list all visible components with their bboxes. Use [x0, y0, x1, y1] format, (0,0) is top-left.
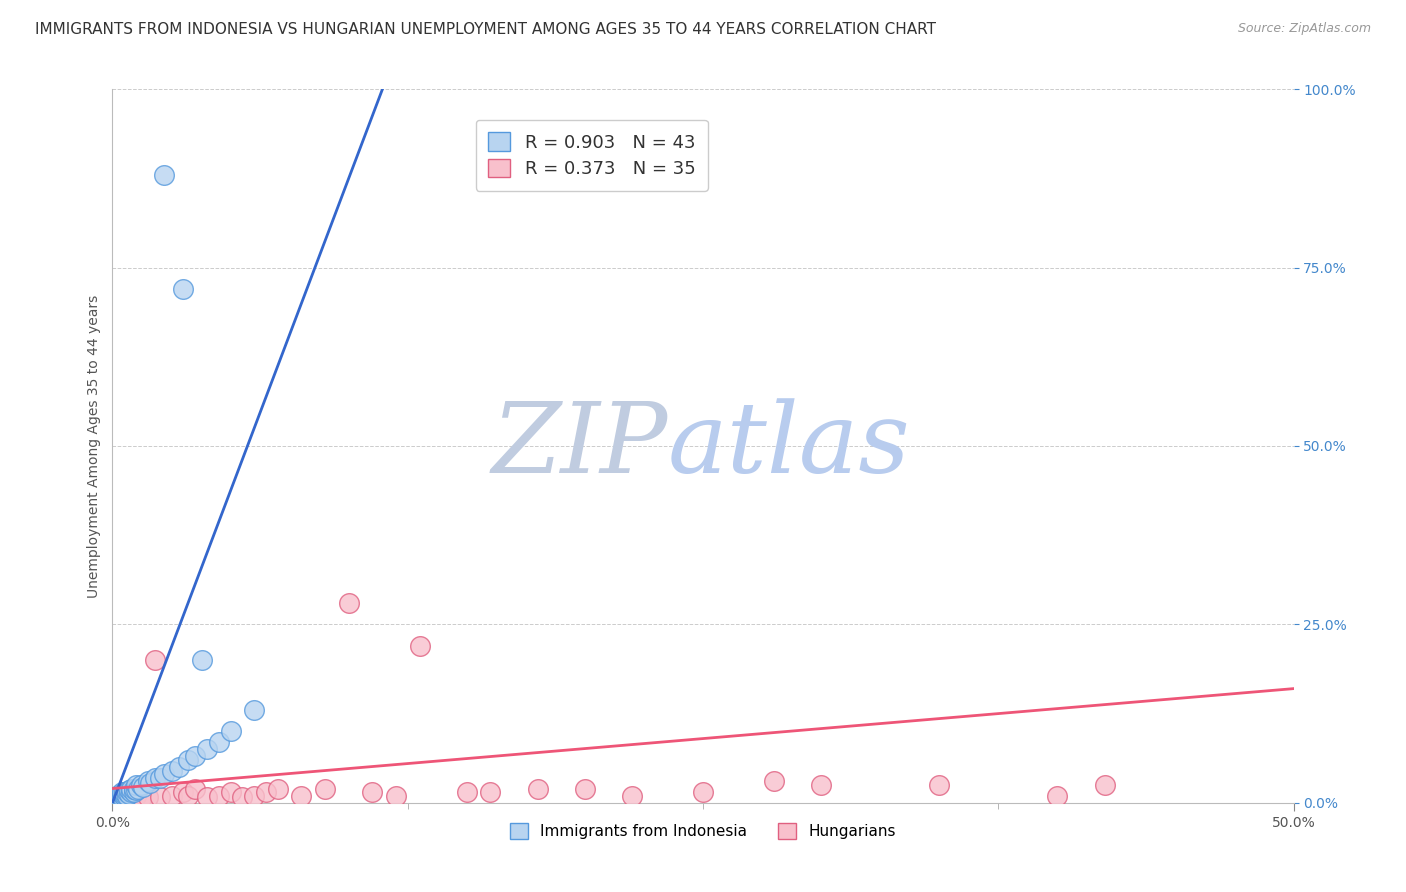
Point — [177, 789, 200, 803]
Point — [122, 785, 145, 799]
Point — [111, 787, 134, 801]
Point — [184, 749, 207, 764]
Point — [120, 781, 142, 796]
Point — [160, 789, 183, 803]
Point — [120, 785, 142, 799]
Point — [129, 792, 152, 806]
Point — [385, 789, 408, 803]
Point — [314, 781, 336, 796]
Point — [111, 790, 134, 805]
Point — [479, 785, 502, 799]
Point — [111, 785, 134, 799]
Point — [219, 724, 242, 739]
Point — [231, 790, 253, 805]
Point — [105, 789, 128, 803]
Point — [132, 780, 155, 794]
Point — [526, 781, 548, 796]
Point — [153, 767, 176, 781]
Point — [108, 789, 131, 803]
Point — [125, 789, 148, 803]
Point — [243, 703, 266, 717]
Point — [692, 785, 714, 799]
Point — [167, 760, 190, 774]
Point — [115, 785, 138, 799]
Point — [928, 778, 950, 792]
Point — [810, 778, 832, 792]
Point — [208, 735, 231, 749]
Point — [172, 282, 194, 296]
Text: atlas: atlas — [668, 399, 910, 493]
Point — [112, 789, 135, 803]
Legend: Immigrants from Indonesia, Hungarians: Immigrants from Indonesia, Hungarians — [503, 817, 903, 845]
Point — [139, 776, 162, 790]
Point — [120, 790, 142, 805]
Point — [112, 785, 135, 799]
Point — [208, 789, 231, 803]
Point — [762, 774, 785, 789]
Point — [127, 781, 149, 796]
Point — [122, 781, 145, 796]
Point — [1046, 789, 1069, 803]
Point — [172, 785, 194, 799]
Point — [1094, 778, 1116, 792]
Point — [621, 789, 644, 803]
Point — [149, 771, 172, 785]
Point — [149, 790, 172, 805]
Point — [112, 792, 135, 806]
Point — [153, 168, 176, 182]
Point — [105, 792, 128, 806]
Point — [267, 781, 290, 796]
Point — [195, 790, 218, 805]
Text: IMMIGRANTS FROM INDONESIA VS HUNGARIAN UNEMPLOYMENT AMONG AGES 35 TO 44 YEARS CO: IMMIGRANTS FROM INDONESIA VS HUNGARIAN U… — [35, 22, 936, 37]
Point — [337, 596, 360, 610]
Point — [112, 787, 135, 801]
Point — [254, 785, 277, 799]
Point — [136, 774, 159, 789]
Point — [108, 787, 131, 801]
Point — [191, 653, 214, 667]
Point — [219, 785, 242, 799]
Point — [160, 764, 183, 778]
Text: Source: ZipAtlas.com: Source: ZipAtlas.com — [1237, 22, 1371, 36]
Point — [143, 653, 166, 667]
Point — [456, 785, 478, 799]
Y-axis label: Unemployment Among Ages 35 to 44 years: Unemployment Among Ages 35 to 44 years — [87, 294, 101, 598]
Point — [105, 790, 128, 805]
Point — [408, 639, 430, 653]
Point — [195, 742, 218, 756]
Point — [104, 790, 127, 805]
Point — [118, 787, 141, 801]
Point — [574, 781, 596, 796]
Point — [125, 783, 148, 797]
Point — [129, 778, 152, 792]
Text: ZIP: ZIP — [491, 399, 668, 493]
Point — [290, 789, 312, 803]
Point — [115, 789, 138, 803]
Point — [118, 783, 141, 797]
Point — [136, 790, 159, 805]
Point — [177, 753, 200, 767]
Point — [103, 792, 125, 806]
Point — [143, 771, 166, 785]
Point — [361, 785, 384, 799]
Point — [125, 778, 148, 792]
Point — [108, 790, 131, 805]
Point — [184, 781, 207, 796]
Point — [243, 789, 266, 803]
